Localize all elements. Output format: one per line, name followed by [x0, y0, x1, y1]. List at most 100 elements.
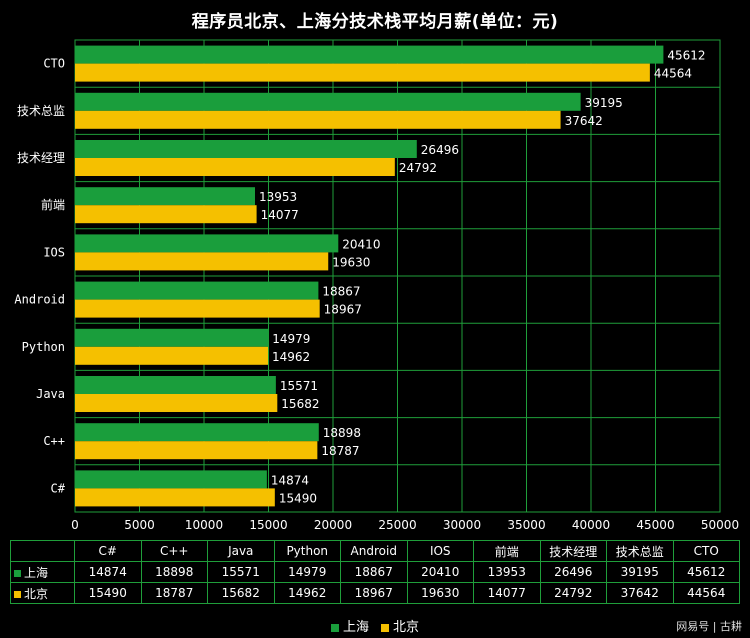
bar-beijing	[75, 205, 257, 224]
bar-shanghai	[75, 470, 267, 489]
data-label: 14077	[261, 208, 299, 222]
chart-title: 程序员北京、上海分技术栈平均月薪(单位：元)	[191, 12, 559, 32]
table-cell: 45612	[672, 561, 740, 583]
table-cell: 15682	[207, 582, 275, 604]
table-cell: 20410	[406, 561, 474, 583]
category-label: IOS	[43, 245, 65, 259]
table-column-header: Python	[273, 540, 341, 562]
table-cell: 14077	[473, 582, 541, 604]
series-swatch	[14, 590, 21, 598]
data-label: 18967	[324, 303, 362, 317]
table-column-header: Android	[340, 540, 408, 562]
legend-label: 北京	[393, 620, 420, 635]
bar-beijing	[75, 63, 650, 82]
data-label: 39195	[585, 96, 623, 110]
data-label: 18898	[323, 426, 361, 440]
bar-beijing	[75, 158, 395, 176]
bar-beijing	[75, 110, 561, 129]
table-column-header: Java	[207, 540, 275, 562]
data-label: 15490	[279, 491, 317, 505]
table-row-header: 北京	[10, 582, 75, 604]
bar-chart-plot: 0 5000 10000 15000 20000 25000 30000 35000 40000…	[14, 39, 739, 532]
table-column-header: 技术经理	[539, 540, 607, 562]
table-cell: 14962	[273, 582, 341, 604]
data-label: 14874	[271, 473, 309, 487]
x-tick-label: 20000	[314, 518, 352, 532]
bar-shanghai	[75, 281, 319, 300]
category-label: Android	[14, 293, 65, 307]
legend-label: 上海	[342, 620, 369, 635]
table-cell: 15490	[74, 582, 142, 604]
table-column-header: CTO	[672, 540, 740, 562]
data-table: C# C++ Java Python Android IOS 前端 技术经理 技术总监 CTO 上…	[10, 540, 740, 604]
category-label: Java	[36, 387, 65, 401]
series-name: 上海	[24, 565, 49, 580]
category-label: 技术经理	[17, 151, 65, 165]
category-label: Python	[22, 340, 65, 354]
bar-beijing	[75, 252, 329, 271]
category-label: 技术总监	[17, 104, 65, 118]
data-label: 13953	[259, 190, 297, 204]
legend-item: 北京	[381, 616, 419, 635]
x-tick-label: 50000	[701, 518, 739, 532]
bar-beijing	[75, 299, 320, 318]
data-label: 37642	[565, 114, 603, 128]
table-row-header: 上海	[10, 561, 75, 583]
data-label: 14962	[272, 350, 310, 364]
table-column-header: 技术总监	[606, 540, 674, 562]
bar-beijing	[75, 394, 278, 412]
data-label: 15682	[281, 397, 319, 411]
x-tick-label: 5000	[124, 518, 155, 532]
watermark: 网易号 | 古耕	[676, 620, 742, 633]
data-label: 26496	[421, 143, 459, 157]
legend-swatch	[381, 623, 389, 632]
table-column-header: C++	[140, 540, 208, 562]
data-label: 18867	[322, 285, 360, 299]
table-corner	[10, 540, 75, 562]
bar-beijing	[75, 346, 269, 365]
table-cell: 26496	[539, 561, 607, 583]
category-label: CTO	[43, 57, 65, 71]
x-tick-label: 45000	[636, 518, 674, 532]
table-cell: 18898	[140, 561, 208, 583]
x-tick-label: 10000	[185, 518, 223, 532]
table-cell: 39195	[606, 561, 674, 583]
data-label: 20410	[342, 237, 380, 251]
x-tick-label: 35000	[507, 518, 545, 532]
x-tick-label: 40000	[572, 518, 610, 532]
bar-shanghai	[75, 45, 664, 64]
bar-shanghai	[75, 234, 339, 253]
bar-shanghai	[75, 92, 581, 111]
bar-shanghai	[75, 376, 276, 394]
table-cell: 14979	[273, 561, 341, 583]
bar-shanghai	[75, 328, 269, 347]
bar-shanghai	[75, 140, 417, 158]
table-cell: 15571	[207, 561, 275, 583]
table-cell: 14874	[74, 561, 142, 583]
data-label: 19630	[332, 255, 370, 269]
legend-swatch	[330, 623, 339, 632]
table-cell: 44564	[672, 582, 740, 604]
bar-shanghai	[75, 423, 319, 442]
table-column-header: IOS	[406, 540, 474, 562]
legend-item: 上海	[330, 616, 369, 635]
table-cell: 13953	[473, 561, 541, 583]
series-swatch	[14, 569, 21, 577]
table-cell: 18787	[140, 582, 208, 604]
table-header-row: C# C++ Java Python Android IOS 前端 技术经理 技术总监 CTO	[10, 540, 740, 562]
category-label: 前端	[41, 197, 65, 212]
table-cell: 24792	[539, 582, 607, 604]
bar-beijing	[75, 488, 275, 507]
table-column-header: C#	[74, 540, 142, 562]
data-label: 14979	[272, 332, 310, 346]
data-label: 18787	[321, 444, 359, 458]
table-row: 上海 14874 18898 15571 14979 18867 20410 13953 264…	[10, 561, 740, 583]
x-tick-label: 15000	[249, 518, 287, 532]
bar-beijing	[75, 441, 318, 460]
legend: 上海 北京	[0, 616, 750, 635]
category-label: C#	[51, 481, 66, 495]
x-tick-label: 25000	[378, 518, 416, 532]
table-column-header: 前端	[473, 540, 541, 562]
category-label: C++	[43, 434, 65, 448]
table-cell: 37642	[606, 582, 674, 604]
